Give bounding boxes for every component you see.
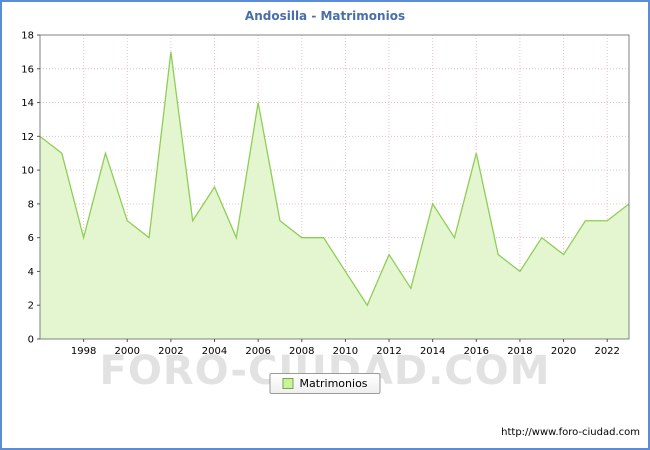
x-axis-label: 1998 (71, 346, 96, 357)
y-axis-label: 6 (28, 233, 34, 244)
x-axis-label: 2012 (376, 346, 401, 357)
x-axis-label: 2006 (245, 346, 270, 357)
x-axis-label: 2010 (333, 346, 358, 357)
y-axis-label: 16 (21, 64, 34, 75)
x-axis-label: 2014 (420, 346, 445, 357)
x-axis-label: 2018 (507, 346, 532, 357)
trend-line (39, 51, 630, 307)
y-axis-label: 10 (21, 166, 34, 177)
y-axis-label: 12 (21, 132, 34, 143)
y-axis-label: 4 (28, 267, 34, 278)
source-url: http://www.foro-ciudad.com (501, 427, 640, 438)
legend-swatch-icon (282, 378, 294, 389)
y-axis-label: 14 (21, 98, 34, 109)
x-axis-label: 2020 (551, 346, 576, 357)
x-axis-label: 2016 (464, 346, 489, 357)
y-axis-label: 2 (28, 301, 34, 312)
x-axis-label: 2004 (202, 346, 227, 357)
legend-label: Matrimonios (299, 377, 368, 390)
x-axis-label: 2022 (594, 346, 619, 357)
y-axis-label: 18 (21, 31, 34, 42)
area-fill (40, 51, 629, 340)
chart-title: Andosilla - Matrimonios (244, 9, 406, 23)
plot-border (39, 34, 630, 340)
legend: Matrimonios (269, 373, 381, 394)
x-axis-label: 2002 (158, 346, 183, 357)
x-axis-label: 2000 (115, 346, 140, 357)
x-axis-label: 2008 (289, 346, 314, 357)
y-axis-label: 8 (28, 199, 34, 210)
y-axis-label: 0 (28, 335, 34, 346)
